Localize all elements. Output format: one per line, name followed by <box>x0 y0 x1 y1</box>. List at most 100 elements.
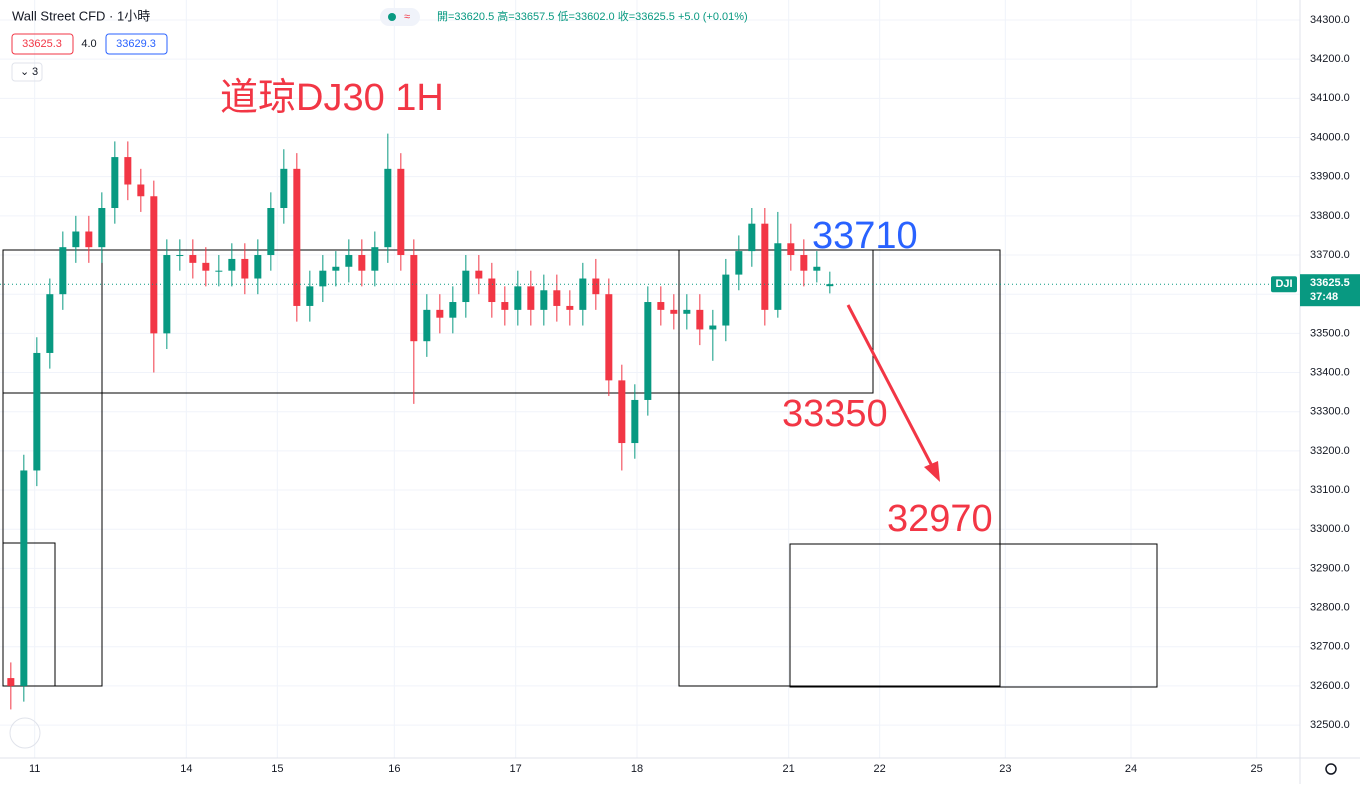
candle-body <box>553 290 561 306</box>
y-tick-label: 33500.0 <box>1310 327 1350 339</box>
x-tick-label: 23 <box>999 763 1011 775</box>
status-icon: ≈ <box>404 11 410 23</box>
candle-body <box>20 470 28 686</box>
y-tick-label: 33100.0 <box>1310 484 1350 496</box>
candle-body <box>358 255 366 271</box>
candle-body <box>813 266 821 271</box>
candle-body <box>566 305 574 310</box>
y-tick-label: 33800.0 <box>1310 210 1350 222</box>
y-tick-label: 32900.0 <box>1310 562 1350 574</box>
candle-body <box>98 208 106 248</box>
candle-body <box>267 208 275 256</box>
candle-body <box>163 255 171 334</box>
candle-body <box>787 243 795 256</box>
x-tick-label: 11 <box>29 763 40 775</box>
candle-body <box>150 196 158 334</box>
candle-body <box>111 157 119 209</box>
y-tick-label: 33000.0 <box>1310 523 1350 535</box>
candle-body <box>826 284 834 287</box>
candle-body <box>189 255 197 263</box>
candle-body <box>332 266 340 271</box>
x-tick-label: 16 <box>388 763 400 775</box>
candle-body <box>605 294 613 381</box>
status-dot <box>388 13 396 21</box>
y-tick-label: 34000.0 <box>1310 131 1350 143</box>
toggle-icon: ⌄ <box>20 66 29 78</box>
x-tick-label: 21 <box>783 763 795 775</box>
countdown: 37:48 <box>1310 291 1338 303</box>
nav-button[interactable] <box>9 717 41 749</box>
ohlc: 開=33620.5 高=33657.5 低=33602.0 收=33625.5 … <box>437 9 748 23</box>
candle-body <box>384 168 392 248</box>
candle-body <box>423 309 431 342</box>
tag-box <box>1271 276 1297 293</box>
arrow-head <box>924 461 940 482</box>
x-tick-label: 17 <box>510 763 522 775</box>
y-tick-label: 32500.0 <box>1310 719 1350 731</box>
x-tick-label: 22 <box>874 763 886 775</box>
indicators-count: 3 <box>32 66 38 78</box>
x-tick-label: 15 <box>271 763 283 775</box>
candle-body <box>176 255 184 257</box>
candle-body <box>254 255 262 279</box>
x-tick-label: 24 <box>1125 763 1137 775</box>
symbol: Wall Street CFD · 1小時 <box>12 8 150 23</box>
y-tick-label: 33900.0 <box>1310 171 1350 183</box>
bid: 33625.3 <box>22 38 62 50</box>
y-tick-label: 34200.0 <box>1310 53 1350 65</box>
candle-body <box>670 309 678 314</box>
candle-body <box>306 286 314 306</box>
drawings <box>2 249 1158 688</box>
arrow <box>846 304 934 467</box>
candle-body <box>501 302 509 310</box>
candle-body <box>761 223 769 310</box>
candles <box>0 133 1300 710</box>
candle-body <box>774 243 782 310</box>
candle-body <box>488 278 496 303</box>
annotation: 33350 <box>782 393 888 435</box>
bid-box[interactable] <box>11 33 74 55</box>
candle-body <box>293 168 301 306</box>
candle-body <box>683 309 691 314</box>
candle-body <box>319 270 327 287</box>
y-tick-label: 34100.0 <box>1310 92 1350 104</box>
settings-icon[interactable] <box>1325 763 1337 775</box>
candle-body <box>202 262 210 271</box>
x-tick-label: 18 <box>631 763 643 775</box>
y-tick-label: 32800.0 <box>1310 601 1350 613</box>
range-box <box>2 542 56 687</box>
candle-body <box>410 255 418 342</box>
candle-body <box>33 352 41 471</box>
ask: 33629.3 <box>116 38 156 50</box>
candle-body <box>345 255 353 267</box>
y-tick-label: 34300.0 <box>1310 14 1350 26</box>
candle-body <box>241 258 249 279</box>
price-tag <box>1300 274 1360 307</box>
indicator-toggle[interactable] <box>11 62 43 82</box>
candle-body <box>540 290 548 310</box>
candle-body <box>449 302 457 318</box>
candle-body <box>527 286 535 310</box>
y-tick-label: 33400.0 <box>1310 366 1350 378</box>
candle-body <box>59 247 67 295</box>
candle-body <box>280 168 288 209</box>
y-tick-label: 33700.0 <box>1310 249 1350 261</box>
candle-body <box>592 278 600 295</box>
candle-body <box>215 270 223 272</box>
candle-body <box>475 270 483 279</box>
status-pill[interactable] <box>380 8 420 26</box>
symbol-tag: DJI <box>1275 278 1292 290</box>
candle-body <box>514 286 522 310</box>
y-tick-label: 33200.0 <box>1310 445 1350 457</box>
range-box <box>789 543 1158 688</box>
candle-body <box>800 255 808 271</box>
annotation: 33710 <box>812 215 918 257</box>
spread: 4.0 <box>81 38 96 50</box>
candle-body <box>397 168 405 256</box>
candle-body <box>644 302 652 400</box>
ask-box[interactable] <box>105 33 168 55</box>
candle-body <box>709 325 717 330</box>
